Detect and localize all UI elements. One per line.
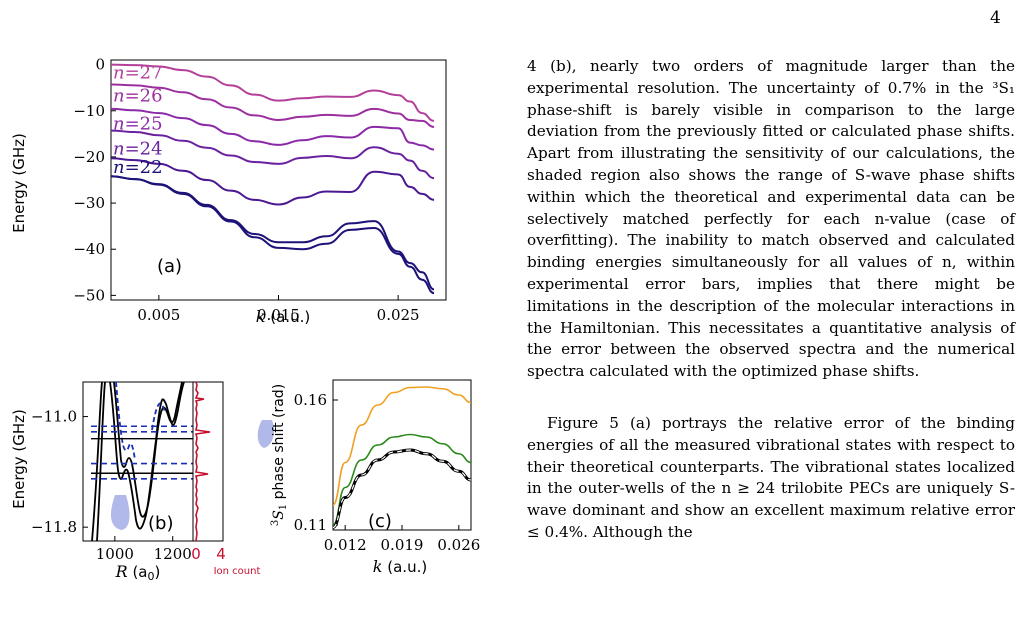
panel-a-series-line-0 [110, 63, 435, 122]
panel-c-xtick-label: 0.019 [381, 536, 424, 554]
ion-count-trace [194, 381, 211, 542]
panel-b-xtick-label: 1000 [96, 545, 134, 563]
panel-a-series-line-6 [110, 175, 435, 295]
panel-a-n-label: n=26 [113, 86, 163, 107]
panel-b-shade-2 [257, 420, 274, 448]
panel-a: 0−10−20−30−40−50 0.005 0.015 0.025 n=27n=2… [10, 56, 447, 326]
panel-c-xtick-label: 0.012 [324, 536, 367, 554]
panel-c-xtick-label: 0.026 [437, 536, 480, 554]
panel-c-dashed-curve [332, 449, 472, 529]
panel-c-y-axis-label: 3S1 phase shift (rad) [270, 384, 289, 526]
panel-a-y-axis-label: Energy (GHz) [10, 133, 28, 233]
panel-a-n-label: n=24 [113, 139, 163, 160]
paragraph-1: 4 (b), nearly two orders of magnitude la… [527, 57, 1015, 381]
panel-a-ytick-label: −30 [73, 194, 105, 212]
panel-b-x-axis-label: R (a0) [115, 562, 161, 583]
panel-c-ytick-label: 0.11 [294, 516, 327, 534]
panel-b-x-ticks: 1000 1200 [96, 536, 192, 563]
paragraph-2: Figure 5 (a) portrays the relative error… [527, 413, 1015, 541]
panel-b-shade-1 [110, 495, 130, 530]
panel-c-ytick-label: 0.16 [294, 391, 327, 409]
panel-b-ytick-label: −11.8 [31, 518, 77, 536]
panel-b-pec-3 [115, 381, 166, 461]
panel-a-ytick-label: 0 [95, 56, 105, 74]
panel-a-ytick-label: −50 [73, 286, 105, 304]
panel-a-series-line-1 [110, 83, 435, 128]
panel-a-x-ticks: 0.005 0.015 0.025 [137, 295, 420, 324]
panel-c-orange-curve [332, 386, 472, 506]
panel-c-label: (c) [368, 511, 392, 532]
panel-c-green-curve [332, 433, 472, 526]
panel-a-n-label: n=25 [113, 113, 163, 134]
figure-4: 0−10−20−30−40−50 0.005 0.015 0.025 n=27n=2… [10, 56, 480, 583]
panel-a-series-line-2 [110, 107, 435, 151]
panel-a-n-label: n=22 [113, 157, 163, 178]
panel-b-y-ticks: −11.0 −11.8 [31, 408, 88, 536]
panel-b: −11.0 −11.8 1000 1200 (b) Energy (GHz) R (… [10, 381, 274, 583]
panel-a-ytick-label: −20 [73, 148, 105, 166]
panel-b-energy-levels [91, 425, 193, 480]
panel-c-x-axis-label: k (a.u.) [373, 557, 427, 576]
panel-b-y-axis-label: Energy (GHz) [10, 409, 28, 509]
panel-b-xtick-label: 1200 [154, 545, 192, 563]
panel-a-label: (a) [157, 256, 182, 277]
panel-a-series-line-3 [110, 129, 435, 180]
panel-a-xtick-label: 0.005 [137, 306, 180, 324]
panel-a-ytick-label: −10 [73, 102, 105, 120]
page-number: 4 [990, 8, 1001, 28]
panel-a-x-axis-label: k (a.u.) [256, 307, 310, 326]
panel-c: 0.11 0.16 0.012 0.019 0.026 (c) 3S1 phase s… [270, 379, 480, 576]
panel-c-y-ticks: 0.11 0.16 [294, 391, 338, 534]
ion-strip-frame [192, 381, 224, 542]
panel-a-n-labels: n=27n=26 n=25 n=24n=22 [113, 63, 163, 179]
panel-c-x-ticks: 0.012 0.019 0.026 [324, 525, 480, 554]
panel-a-y-ticks: 0 −10 −20 −30 −40 −50 [73, 56, 116, 304]
panel-b-pec-2 [96, 381, 183, 542]
panel-c-frame [332, 379, 472, 531]
panel-b-pec-curves [91, 381, 274, 542]
ion-xtick-label: 0 [191, 545, 201, 563]
panel-a-ytick-label: −40 [73, 240, 105, 258]
panel-b-label: (b) [148, 513, 173, 534]
panel-c-series [332, 386, 472, 529]
panel-a-series [110, 63, 435, 295]
ion-xtick-label: 4 [216, 545, 226, 563]
ion-count-label: Ion count [214, 566, 261, 577]
text-column: 4 (b), nearly two orders of magnitude la… [527, 56, 1015, 544]
panel-a-series-line-4 [110, 157, 435, 206]
panel-c-black-curve [332, 448, 472, 529]
panel-b-ytick-label: −11.0 [31, 408, 77, 426]
panel-a-xtick-label: 0.025 [377, 306, 420, 324]
panel-a-xtick-label: 0.015 [257, 306, 300, 324]
panel-a-n-label: n=27 [113, 63, 163, 84]
